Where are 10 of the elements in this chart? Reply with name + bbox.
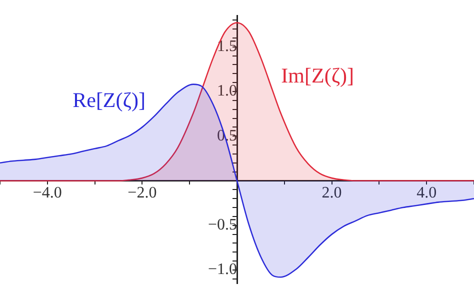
series-label: Re[Z(ζ)]: [72, 88, 146, 112]
y-tick-label: 1.5: [217, 38, 237, 56]
y-tick-label: −0.5: [208, 216, 237, 234]
y-tick-label: −1.0: [208, 261, 237, 278]
x-tick-label: −4.0: [32, 184, 62, 202]
x-tick-label: −2.0: [128, 184, 157, 202]
x-tick-label: 4.0: [416, 184, 437, 202]
series-label: Im[Z(ζ)]: [281, 64, 354, 88]
y-tick-label: 1.0: [217, 82, 237, 100]
x-tick-label: 2.0: [322, 184, 342, 202]
